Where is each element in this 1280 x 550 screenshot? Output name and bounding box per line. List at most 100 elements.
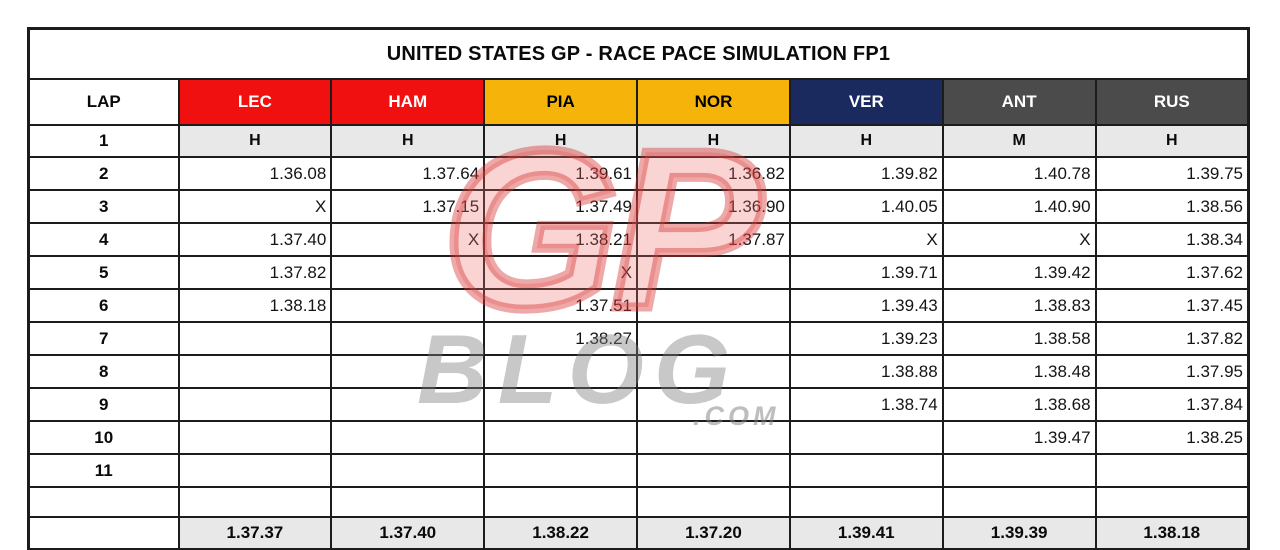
time-cell-ant [941, 453, 1097, 488]
time-cell-rus: 1.39.75 [1094, 156, 1250, 191]
lap-row-9: 9 1.38.74 1.38.68 1.37.84 [27, 387, 1250, 422]
time-cell-ham: X [330, 222, 486, 257]
driver-header-row: LAP LEC HAM PIA NOR VER ANT RUS [27, 78, 1250, 126]
average-cell-rus: 1.38.18 [1094, 516, 1250, 550]
compound-cell-ver: H [788, 124, 944, 158]
spacer-row [27, 486, 1250, 518]
time-cell-ver: X [788, 222, 944, 257]
driver-header-ham: HAM [330, 78, 486, 126]
lap-number-cell: 4 [27, 222, 180, 257]
time-cell-rus: 1.37.82 [1094, 321, 1250, 356]
average-cell-ant: 1.39.39 [941, 516, 1097, 550]
time-cell-ver [788, 453, 944, 488]
lap-row-3: 3 X 1.37.15 1.37.49 1.36.90 1.40.05 1.40.90 1.3… [27, 189, 1250, 224]
time-cell-ant: 1.38.48 [941, 354, 1097, 389]
time-cell-ham [330, 420, 486, 455]
time-cell-pia: 1.38.21 [483, 222, 639, 257]
time-cell-lec [177, 387, 333, 422]
time-cell-lec [177, 453, 333, 488]
time-cell-ant: 1.39.47 [941, 420, 1097, 455]
time-cell-pia [483, 420, 639, 455]
compound-cell-ant: M [941, 124, 1097, 158]
lap-number-cell: 6 [27, 288, 180, 323]
lap-number-cell [27, 486, 180, 518]
time-cell-pia [483, 387, 639, 422]
driver-header-ver: VER [788, 78, 944, 126]
lap-number-cell: 1 [27, 124, 180, 158]
race-pace-table: UNITED STATES GP - RACE PACE SIMULATION … [27, 27, 1250, 550]
time-cell-pia: 1.38.27 [483, 321, 639, 356]
time-cell-rus: 1.38.56 [1094, 189, 1250, 224]
compound-cell-lec: H [177, 124, 333, 158]
compound-cell-ham: H [330, 124, 486, 158]
time-cell-rus: 1.37.95 [1094, 354, 1250, 389]
time-cell-rus: 1.37.45 [1094, 288, 1250, 323]
time-cell-ant [941, 486, 1097, 518]
time-cell-pia: 1.39.61 [483, 156, 639, 191]
page-title: UNITED STATES GP - RACE PACE SIMULATION … [27, 27, 1250, 80]
time-cell-rus: 1.38.34 [1094, 222, 1250, 257]
lap-column-header: LAP [27, 78, 180, 126]
title-row: UNITED STATES GP - RACE PACE SIMULATION … [27, 27, 1250, 80]
time-cell-nor [636, 453, 791, 488]
average-cell-ham: 1.37.40 [330, 516, 486, 550]
time-cell-ham: 1.37.15 [330, 189, 486, 224]
time-cell-rus [1094, 453, 1250, 488]
lap-row-8: 8 1.38.88 1.38.48 1.37.95 [27, 354, 1250, 389]
time-cell-lec: 1.38.18 [177, 288, 333, 323]
time-cell-ver: 1.39.71 [788, 255, 944, 290]
lap-number-cell: 10 [27, 420, 180, 455]
time-cell-ham [330, 354, 486, 389]
time-cell-ham [330, 255, 486, 290]
time-cell-ant: 1.40.78 [941, 156, 1097, 191]
time-cell-nor [636, 321, 791, 356]
average-cell-ver: 1.39.41 [788, 516, 944, 550]
time-cell-nor [636, 420, 791, 455]
time-cell-pia: X [483, 255, 639, 290]
time-cell-ant: X [941, 222, 1097, 257]
average-cell-nor: 1.37.20 [636, 516, 791, 550]
compound-cell-pia: H [483, 124, 639, 158]
time-cell-nor [636, 486, 791, 518]
compound-cell-nor: H [636, 124, 791, 158]
time-cell-ham [330, 486, 486, 518]
time-cell-pia: 1.37.51 [483, 288, 639, 323]
lap-row-7: 7 1.38.27 1.39.23 1.38.58 1.37.82 [27, 321, 1250, 356]
lap-row-5: 5 1.37.82 X 1.39.71 1.39.42 1.37.62 [27, 255, 1250, 290]
time-cell-ver: 1.38.74 [788, 387, 944, 422]
lap-number-cell: 7 [27, 321, 180, 356]
time-cell-lec: X [177, 189, 333, 224]
time-cell-ver: 1.39.23 [788, 321, 944, 356]
time-cell-rus: 1.37.84 [1094, 387, 1250, 422]
lap-number-cell: 3 [27, 189, 180, 224]
lap-row-6: 6 1.38.18 1.37.51 1.39.43 1.38.83 1.37.45 [27, 288, 1250, 323]
driver-header-nor: NOR [636, 78, 791, 126]
lap-number-cell: 2 [27, 156, 180, 191]
lap-row-4: 4 1.37.40 X 1.38.21 1.37.87 X X 1.38.34 [27, 222, 1250, 257]
time-cell-lec [177, 354, 333, 389]
time-cell-ver [788, 420, 944, 455]
time-cell-nor [636, 387, 791, 422]
lap-number-cell: 5 [27, 255, 180, 290]
lap-number-cell: 11 [27, 453, 180, 488]
time-cell-ant: 1.38.58 [941, 321, 1097, 356]
time-cell-ham: 1.37.64 [330, 156, 486, 191]
time-cell-ham [330, 288, 486, 323]
lap-row-2: 2 1.36.08 1.37.64 1.39.61 1.36.82 1.39.82 1.40… [27, 156, 1250, 191]
time-cell-ant: 1.38.83 [941, 288, 1097, 323]
time-cell-lec: 1.36.08 [177, 156, 333, 191]
average-cell-lec: 1.37.37 [177, 516, 333, 550]
time-cell-ver: 1.40.05 [788, 189, 944, 224]
time-cell-pia [483, 354, 639, 389]
time-cell-ant: 1.40.90 [941, 189, 1097, 224]
lap-row-11: 11 [27, 453, 1250, 488]
time-cell-lec [177, 486, 333, 518]
average-cell-pia: 1.38.22 [483, 516, 639, 550]
average-row: 1.37.37 1.37.40 1.38.22 1.37.20 1.39.41 1.39.… [27, 516, 1250, 550]
time-cell-lec: 1.37.40 [177, 222, 333, 257]
time-cell-ver: 1.39.82 [788, 156, 944, 191]
time-cell-ant: 1.39.42 [941, 255, 1097, 290]
time-cell-ver [788, 486, 944, 518]
